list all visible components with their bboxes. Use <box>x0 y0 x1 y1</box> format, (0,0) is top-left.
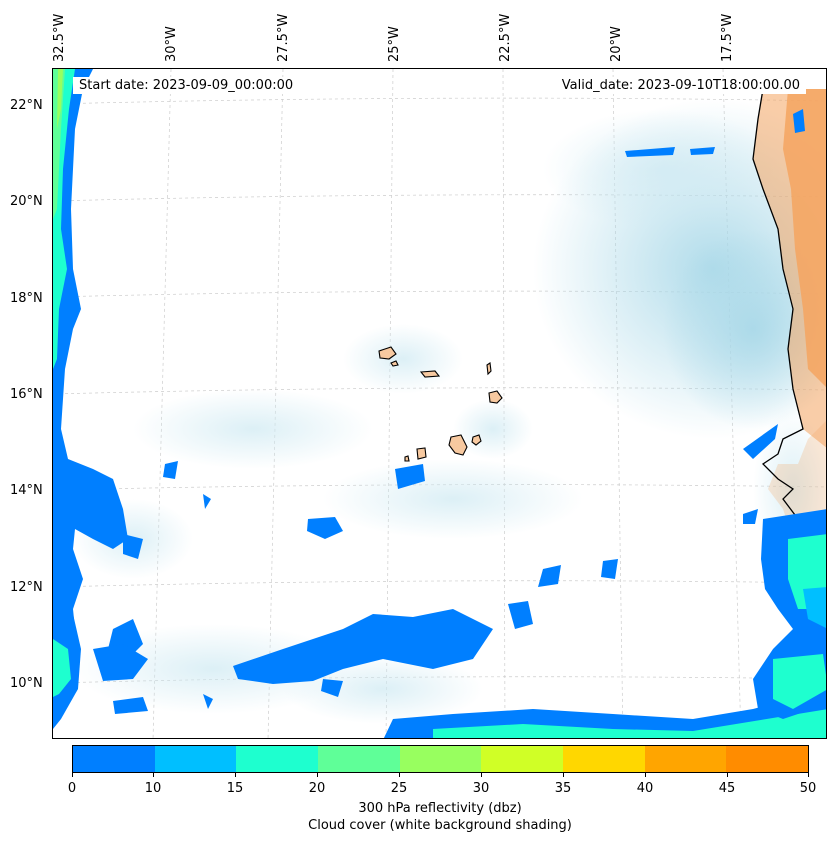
lat-label-22n: 22°N <box>10 98 43 113</box>
colorbar-tick <box>563 773 564 777</box>
colorbar-cell-8 <box>726 746 809 772</box>
colorbar-cell-3 <box>318 746 400 772</box>
lon-label-20w: 20°W <box>609 26 624 62</box>
colorbar-tick-label-20: 20 <box>308 781 326 796</box>
colorbar-tick <box>72 773 73 777</box>
colorbar-cell-1 <box>154 746 237 772</box>
reflectivity-contours <box>53 69 826 738</box>
colorbar-tick <box>727 773 728 777</box>
colorbar-tick-label-10: 10 <box>144 781 162 796</box>
lon-label-30w: 30°W <box>164 26 179 62</box>
colorbar-cell-7 <box>644 746 727 772</box>
colorbar-tick-label-25: 25 <box>390 781 408 796</box>
colorbar-tick <box>399 773 400 777</box>
colorbar-tick-label-15: 15 <box>226 781 244 796</box>
lat-label-18n: 18°N <box>10 291 43 306</box>
colorbar-label: 300 hPa reflectivity (dbz) <box>358 801 522 816</box>
colorbar-sublabel: Cloud cover (white background shading) <box>308 818 572 833</box>
colorbar-cell-4 <box>399 746 482 772</box>
map-canvas[interactable]: Start date: 2023-09-09_00:00:00 Valid_da… <box>52 68 827 739</box>
lon-label-25w: 25°W <box>387 26 402 62</box>
lon-label-27-5w: 27.5°W <box>276 13 291 62</box>
colorbar-tick-label-0: 0 <box>67 781 77 796</box>
start-date-label: Start date: 2023-09-09_00:00:00 <box>73 77 300 94</box>
lon-label-17-5w: 17.5°W <box>720 13 735 62</box>
colorbar-tick-label-45: 45 <box>718 781 736 796</box>
colorbar-tick-label-30: 30 <box>472 781 490 796</box>
colorbar-tick-label-40: 40 <box>636 781 654 796</box>
lat-label-16n: 16°N <box>10 387 43 402</box>
colorbar-tick <box>317 773 318 777</box>
colorbar-tick <box>153 773 154 777</box>
cloud-cover <box>73 99 826 724</box>
lon-label-32-5w: 32.5°W <box>52 13 67 62</box>
colorbar-tick <box>481 773 482 777</box>
colorbar-tick <box>808 773 809 777</box>
valid-date-label: Valid_date: 2023-09-10T18:00:00.00 <box>555 77 806 94</box>
colorbar-tick <box>235 773 236 777</box>
lat-label-12n: 12°N <box>10 580 43 595</box>
colorbar-tick-label-35: 35 <box>554 781 572 796</box>
lat-label-20n: 20°N <box>10 194 43 209</box>
colorbar-cell-6 <box>563 746 645 772</box>
colorbar-cell-5 <box>481 746 564 772</box>
colorbar-cell-0 <box>73 746 155 772</box>
map-svg <box>53 69 826 738</box>
colorbar-tick-label-50: 50 <box>799 781 817 796</box>
colorbar-cell-2 <box>236 746 319 772</box>
land-africa <box>752 88 826 568</box>
lat-label-10n: 10°N <box>10 676 43 691</box>
lat-label-14n: 14°N <box>10 483 43 498</box>
reflectivity-colorbar <box>72 745 809 773</box>
colorbar-tick <box>645 773 646 777</box>
cape-verde-islands <box>378 346 503 462</box>
lon-label-22-5w: 22.5°W <box>498 13 513 62</box>
